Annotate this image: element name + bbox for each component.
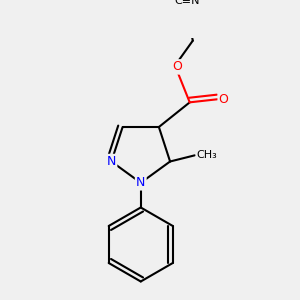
Text: N: N <box>107 155 116 168</box>
Text: C≡N: C≡N <box>174 0 200 6</box>
Text: O: O <box>172 60 182 74</box>
Text: N: N <box>136 176 146 189</box>
Text: CH₃: CH₃ <box>197 150 218 160</box>
Text: O: O <box>219 93 229 106</box>
